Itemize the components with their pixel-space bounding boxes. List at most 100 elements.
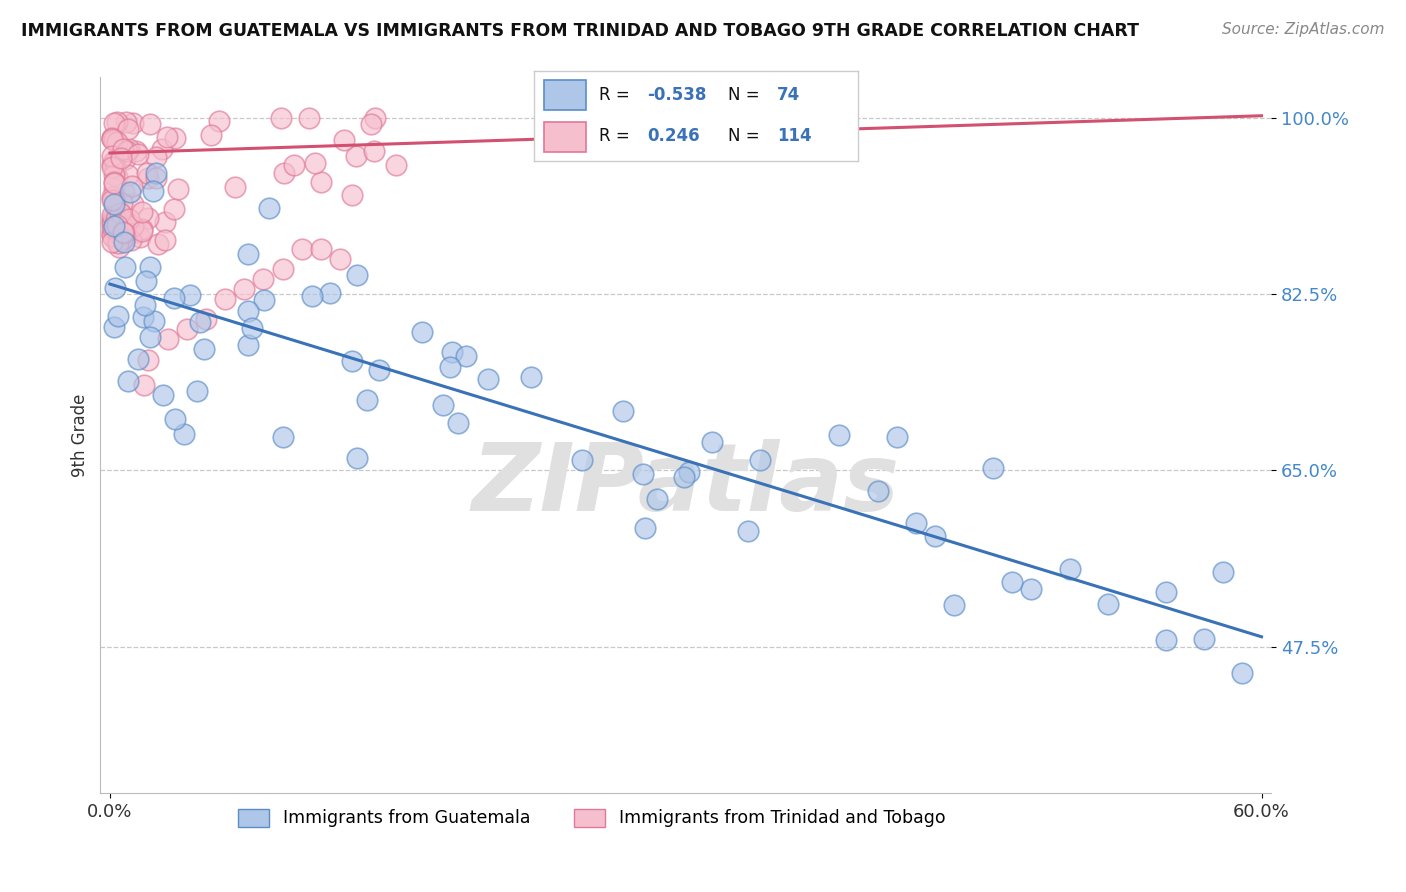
Point bbox=[188, 315, 211, 329]
Point bbox=[103, 320, 125, 334]
Point bbox=[143, 314, 166, 328]
Point bbox=[110, 151, 132, 165]
Point bbox=[981, 460, 1004, 475]
Point bbox=[200, 128, 222, 143]
Point bbox=[163, 202, 186, 216]
Point bbox=[117, 122, 139, 136]
Point bbox=[108, 240, 131, 254]
Point bbox=[112, 231, 135, 245]
Point bbox=[1019, 582, 1042, 596]
Point bbox=[145, 166, 167, 180]
Point bbox=[122, 116, 145, 130]
Point bbox=[105, 206, 128, 220]
Point bbox=[1212, 565, 1234, 579]
Point bbox=[270, 111, 292, 125]
Point bbox=[134, 377, 156, 392]
Point bbox=[146, 237, 169, 252]
Point bbox=[108, 205, 131, 219]
Point bbox=[101, 215, 124, 229]
Point bbox=[128, 230, 150, 244]
Point bbox=[101, 218, 124, 232]
Point bbox=[117, 374, 139, 388]
Point bbox=[101, 228, 124, 243]
Point bbox=[363, 144, 385, 158]
Point bbox=[110, 205, 132, 219]
Point bbox=[101, 132, 124, 146]
Text: Source: ZipAtlas.com: Source: ZipAtlas.com bbox=[1222, 22, 1385, 37]
Point bbox=[520, 369, 543, 384]
Point bbox=[153, 233, 176, 247]
Point bbox=[166, 182, 188, 196]
Text: IMMIGRANTS FROM GUATEMALA VS IMMIGRANTS FROM TRINIDAD AND TOBAGO 9TH GRADE CORRE: IMMIGRANTS FROM GUATEMALA VS IMMIGRANTS … bbox=[21, 22, 1139, 40]
Point bbox=[208, 113, 231, 128]
Point bbox=[194, 312, 217, 326]
Point bbox=[117, 216, 139, 230]
Point bbox=[107, 236, 129, 251]
Point bbox=[224, 179, 246, 194]
Point bbox=[304, 155, 326, 169]
Text: R =: R = bbox=[599, 86, 636, 104]
Point bbox=[101, 235, 124, 249]
Point bbox=[115, 226, 138, 240]
Point bbox=[645, 492, 668, 507]
Point bbox=[1001, 574, 1024, 589]
Point bbox=[291, 242, 314, 256]
Point bbox=[118, 185, 141, 199]
Point bbox=[110, 212, 132, 227]
Point bbox=[571, 453, 593, 467]
Point bbox=[132, 310, 155, 324]
Point bbox=[122, 197, 145, 211]
Point bbox=[101, 156, 124, 170]
Point bbox=[1059, 561, 1081, 575]
Point bbox=[233, 282, 256, 296]
Point bbox=[112, 226, 135, 240]
Point bbox=[142, 184, 165, 198]
Point bbox=[150, 142, 173, 156]
Point bbox=[446, 416, 468, 430]
Point bbox=[253, 293, 276, 307]
Point bbox=[214, 292, 236, 306]
Point bbox=[103, 231, 125, 245]
Point bbox=[118, 223, 141, 237]
Point bbox=[145, 171, 167, 186]
Point bbox=[344, 149, 367, 163]
Point bbox=[1154, 632, 1177, 647]
Point bbox=[1192, 632, 1215, 646]
Point bbox=[127, 352, 149, 367]
Point bbox=[252, 272, 274, 286]
Point bbox=[101, 209, 124, 223]
Point bbox=[737, 524, 759, 538]
Point bbox=[866, 483, 889, 498]
Text: -0.538: -0.538 bbox=[647, 86, 707, 104]
Point bbox=[152, 388, 174, 402]
Point bbox=[301, 289, 323, 303]
Text: 0.246: 0.246 bbox=[647, 128, 700, 145]
Point bbox=[104, 161, 127, 176]
Point bbox=[103, 281, 125, 295]
Point bbox=[309, 242, 332, 256]
Point bbox=[134, 298, 156, 312]
Point bbox=[118, 212, 141, 227]
Point bbox=[749, 453, 772, 467]
Point bbox=[673, 469, 696, 483]
Point bbox=[236, 304, 259, 318]
Point bbox=[385, 157, 408, 171]
Point bbox=[186, 384, 208, 398]
Point bbox=[329, 252, 352, 266]
Point bbox=[103, 154, 125, 169]
Point bbox=[131, 205, 153, 219]
Point bbox=[309, 175, 332, 189]
Point bbox=[111, 225, 134, 239]
Text: N =: N = bbox=[728, 86, 765, 104]
Point bbox=[333, 133, 356, 147]
Point bbox=[346, 268, 368, 282]
Point bbox=[193, 343, 215, 357]
Point bbox=[612, 403, 634, 417]
Point bbox=[105, 170, 128, 185]
Point bbox=[103, 169, 125, 183]
Point bbox=[298, 111, 321, 125]
Point bbox=[111, 232, 134, 246]
Point bbox=[136, 211, 159, 226]
Point bbox=[340, 188, 363, 202]
Point bbox=[103, 115, 125, 129]
